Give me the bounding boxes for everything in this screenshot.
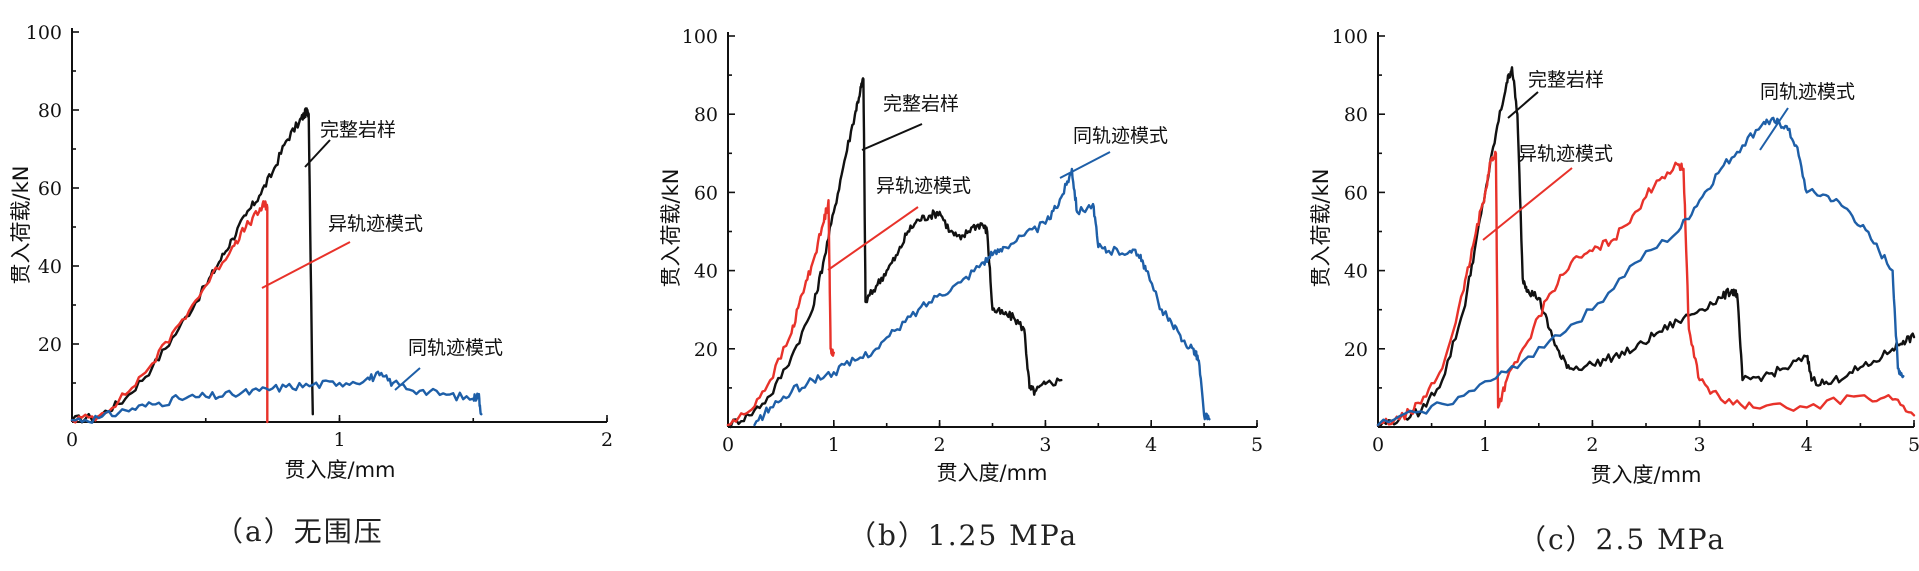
caption-c: （c）2.5 MPa <box>1518 523 1727 556</box>
annotation-leader-intact-b <box>861 123 923 151</box>
series-line-b-0 <box>726 77 1063 429</box>
y-tick-label-b: 60 <box>694 182 718 204</box>
x-tick-label-c: 5 <box>1908 434 1919 456</box>
y-tick-label-b: 100 <box>682 26 718 48</box>
y-tick-label-a: 40 <box>38 256 62 278</box>
axes-b: 0 1 2 3 4 5 20 40 60 80 100 贯入度/mm 贯入荷载/kN <box>659 26 1263 485</box>
annotation-same-b: 同轨迹模式 <box>1073 125 1168 147</box>
series-line-c-1 <box>1376 150 1916 427</box>
y-tick-label-c: 80 <box>1344 104 1368 126</box>
y-tick-label-b: 20 <box>694 339 718 361</box>
y-tick-label-a: 80 <box>38 100 62 122</box>
annotation-leader-diff-c <box>1482 167 1573 241</box>
axes-c: 0 1 2 3 4 5 20 40 60 80 100 贯入度/mm 贯入荷载/kN <box>1309 26 1919 487</box>
y-axis-title-c: 贯入荷载/kN <box>1309 169 1333 288</box>
x-tick-label-b: 4 <box>1145 434 1157 456</box>
y-tick-label-a: 60 <box>38 178 62 200</box>
y-tick-label-c: 20 <box>1344 339 1368 361</box>
series-layer-b <box>726 77 1211 429</box>
x-tick-label-a: 2 <box>601 429 613 451</box>
y-tick-label-c: 60 <box>1344 182 1368 204</box>
series-line-b-1 <box>726 199 835 427</box>
annotation-leader-same-b <box>1059 151 1111 179</box>
x-tick-label-c: 2 <box>1586 434 1598 456</box>
x-axis-title-c: 贯入度/mm <box>1591 463 1702 487</box>
series-line-a-2 <box>70 370 483 424</box>
annotation-intact-a: 完整岩样 <box>320 119 396 141</box>
annotation-intact-c: 完整岩样 <box>1528 69 1604 91</box>
x-tick-label-c: 1 <box>1479 434 1491 456</box>
x-tick-label-c: 4 <box>1801 434 1813 456</box>
series-layer-c <box>1376 66 1916 427</box>
y-axis-title-a: 贯入荷载/kN <box>9 166 33 285</box>
chart-svg-a: 0 1 2 20 40 60 80 100 贯入度/mm 贯入荷载/kN 完整岩样 异轨迹模式 同… <box>9 22 613 482</box>
chart-panel-c: 0 1 2 3 4 5 20 40 60 80 100 贯入度/mm 贯入荷载/kN 完整岩样 异轨迹模… <box>1290 0 1919 571</box>
annotation-layer-c: 完整岩样 异轨迹模式 同轨迹模式 <box>1482 69 1855 241</box>
annotation-leader-intact-a <box>304 139 331 168</box>
annotation-layer-b: 完整岩样 异轨迹模式 同轨迹模式 <box>827 93 1168 271</box>
annotation-diff-b: 异轨迹模式 <box>876 175 971 197</box>
series-line-c-0 <box>1376 66 1916 427</box>
annotation-same-c: 同轨迹模式 <box>1760 81 1855 103</box>
chart-svg-b: 0 1 2 3 4 5 20 40 60 80 100 贯入度/mm 贯入荷载/kN 完整岩样 异轨迹模… <box>659 26 1263 485</box>
axes-a: 0 1 2 20 40 60 80 100 贯入度/mm 贯入荷载/kN <box>9 22 613 482</box>
annotation-diff-a: 异轨迹模式 <box>328 213 423 235</box>
x-tick-label-b: 1 <box>828 434 840 456</box>
caption-a: （a）无围压 <box>215 515 384 548</box>
series-line-b-2 <box>753 167 1211 427</box>
annotation-intact-b: 完整岩样 <box>883 93 959 115</box>
y-tick-label-a: 100 <box>26 22 62 44</box>
annotation-leader-diff-b <box>827 206 919 271</box>
annotation-leader-same-a <box>394 367 421 391</box>
caption-b: （b）1.25 MPa <box>848 519 1079 552</box>
x-tick-label-b: 5 <box>1251 434 1263 456</box>
x-tick-label-a: 1 <box>333 429 345 451</box>
annotation-diff-c: 异轨迹模式 <box>1518 143 1613 165</box>
series-line-c-2 <box>1376 116 1905 427</box>
x-tick-label-c: 3 <box>1694 434 1706 456</box>
x-tick-label-a: 0 <box>66 429 78 451</box>
annotation-same-a: 同轨迹模式 <box>408 337 503 359</box>
series-layer-a <box>70 107 483 424</box>
x-axis-title-a: 贯入度/mm <box>285 458 396 482</box>
series-line-a-0 <box>70 107 314 424</box>
y-tick-label-b: 40 <box>694 261 718 283</box>
series-line-a-1 <box>70 200 269 424</box>
x-tick-label-b: 0 <box>722 434 734 456</box>
y-axis-title-b: 贯入荷载/kN <box>659 169 683 288</box>
chart-panel-b: 0 1 2 3 4 5 20 40 60 80 100 贯入度/mm 贯入荷载/kN 完整岩样 异轨迹模… <box>640 0 1280 571</box>
chart-panel-a: 0 1 2 20 40 60 80 100 贯入度/mm 贯入荷载/kN 完整岩样 异轨迹模式 同… <box>0 0 620 571</box>
chart-svg-c: 0 1 2 3 4 5 20 40 60 80 100 贯入度/mm 贯入荷载/kN 完整岩样 异轨迹模… <box>1309 26 1919 487</box>
annotation-layer-a: 完整岩样 异轨迹模式 同轨迹模式 <box>261 119 503 391</box>
x-axis-title-b: 贯入度/mm <box>937 461 1048 485</box>
annotation-leader-intact-c <box>1507 91 1539 119</box>
y-tick-label-c: 40 <box>1344 261 1368 283</box>
annotation-leader-diff-a <box>261 241 351 289</box>
y-tick-label-b: 80 <box>694 104 718 126</box>
annotation-leader-same-c <box>1759 107 1789 151</box>
x-tick-label-c: 0 <box>1372 434 1384 456</box>
x-tick-label-b: 3 <box>1039 434 1051 456</box>
y-tick-label-c: 100 <box>1332 26 1368 48</box>
x-tick-label-b: 2 <box>934 434 946 456</box>
y-tick-label-a: 20 <box>38 334 62 356</box>
